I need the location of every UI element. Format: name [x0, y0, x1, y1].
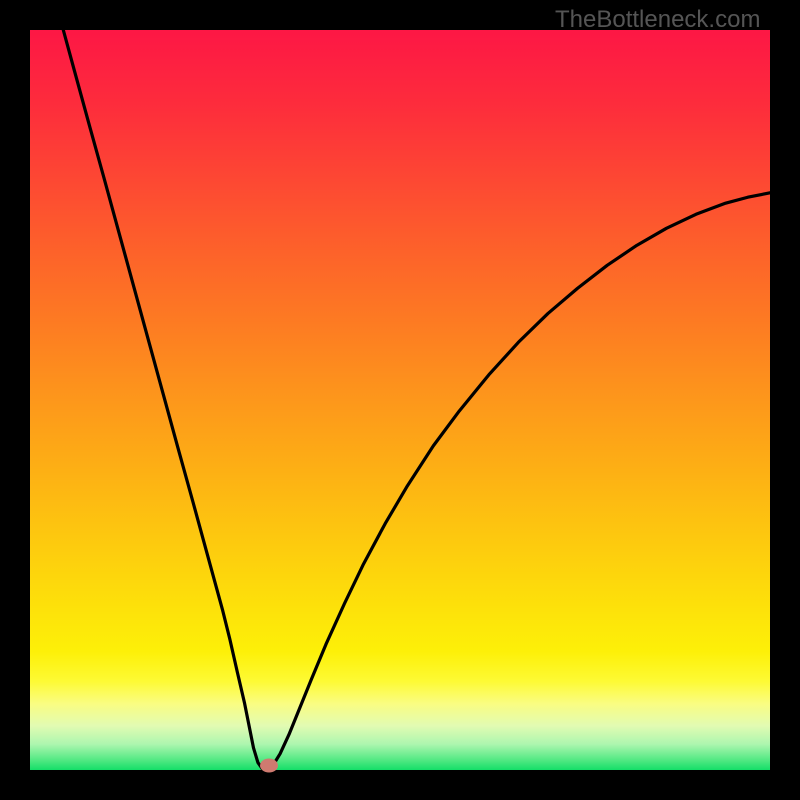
- watermark-text: TheBottleneck.com: [555, 6, 760, 34]
- bottleneck-curve: [63, 30, 770, 770]
- chart-container: TheBottleneck.com: [0, 0, 800, 800]
- minimum-marker: [260, 759, 278, 773]
- curve-layer: [0, 0, 800, 800]
